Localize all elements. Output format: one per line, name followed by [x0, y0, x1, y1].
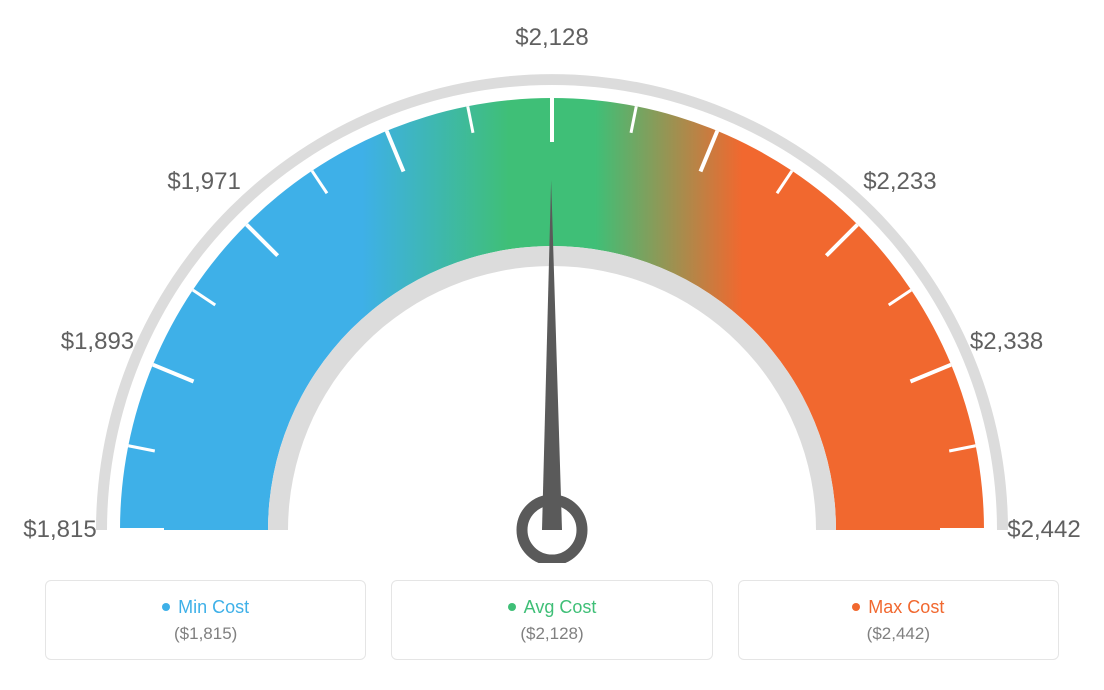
- dot-min-icon: [162, 603, 170, 611]
- scale-label: $2,338: [970, 328, 1043, 356]
- legend-title-avg: Avg Cost: [508, 597, 597, 618]
- scale-label: $2,442: [1007, 516, 1080, 544]
- gauge-chart: $1,815 $1,893 $1,971 $2,128 $2,233 $2,338 $2,4…: [0, 0, 1104, 690]
- legend-label-min: Min Cost: [178, 597, 249, 618]
- legend-title-min: Min Cost: [162, 597, 249, 618]
- scale-label: $1,893: [61, 328, 134, 356]
- legend-card-min: Min Cost ($1,815): [45, 580, 366, 660]
- legend-title-max: Max Cost: [852, 597, 944, 618]
- scale-label: $2,233: [863, 168, 936, 196]
- legend-value-max: ($2,442): [867, 624, 930, 644]
- scale-label: $1,815: [23, 516, 96, 544]
- gauge-svg: [0, 0, 1104, 563]
- legend-value-min: ($1,815): [174, 624, 237, 644]
- legend-label-avg: Avg Cost: [524, 597, 597, 618]
- scale-label: $1,971: [167, 168, 240, 196]
- dot-max-icon: [852, 603, 860, 611]
- dot-avg-icon: [508, 603, 516, 611]
- legend-card-max: Max Cost ($2,442): [738, 580, 1059, 660]
- legend-label-max: Max Cost: [868, 597, 944, 618]
- legend-card-avg: Avg Cost ($2,128): [391, 580, 712, 660]
- legend-row: Min Cost ($1,815) Avg Cost ($2,128) Max …: [45, 580, 1059, 660]
- scale-label: $2,128: [515, 24, 588, 52]
- legend-value-avg: ($2,128): [520, 624, 583, 644]
